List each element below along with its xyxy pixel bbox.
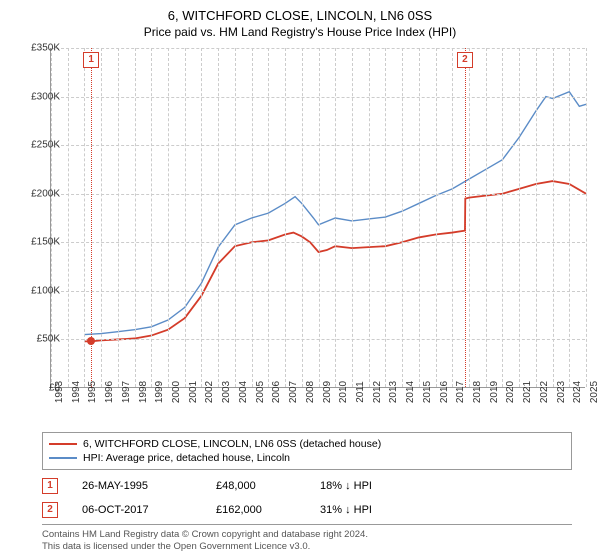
- x-axis-label: 2014: [405, 381, 416, 403]
- x-axis-label: 2017: [455, 381, 466, 403]
- x-axis-label: 2001: [188, 381, 199, 403]
- x-axis-label: 2024: [572, 381, 583, 403]
- x-axis-label: 2009: [322, 381, 333, 403]
- event-marker-box: 2: [457, 52, 473, 68]
- x-axis-label: 2020: [505, 381, 516, 403]
- x-axis-label: 2023: [556, 381, 567, 403]
- event-delta: 18% ↓ HPI: [320, 480, 420, 492]
- footer-line: Contains HM Land Registry data © Crown c…: [42, 529, 572, 541]
- event-row: 2 06-OCT-2017 £162,000 31% ↓ HPI: [42, 498, 572, 522]
- event-price: £162,000: [216, 504, 296, 516]
- x-axis-label: 2022: [539, 381, 550, 403]
- event-price: £48,000: [216, 480, 296, 492]
- x-axis-label: 1993: [54, 381, 65, 403]
- y-axis-label: £100K: [31, 285, 60, 296]
- event-number-box: 2: [42, 502, 58, 518]
- event-delta: 31% ↓ HPI: [320, 504, 420, 516]
- chart-container: 6, WITCHFORD CLOSE, LINCOLN, LN6 0SS Pri…: [0, 0, 600, 560]
- event-date: 06-OCT-2017: [82, 504, 192, 516]
- page-subtitle: Price paid vs. HM Land Registry's House …: [0, 23, 600, 39]
- event-date: 26-MAY-1995: [82, 480, 192, 492]
- y-axis-label: £50K: [37, 334, 60, 345]
- x-axis-label: 2004: [238, 381, 249, 403]
- legend-box: 6, WITCHFORD CLOSE, LINCOLN, LN6 0SS (de…: [42, 432, 572, 470]
- legend-item: HPI: Average price, detached house, Linc…: [49, 451, 565, 465]
- legend-swatch: [49, 443, 77, 445]
- x-axis-label: 1996: [104, 381, 115, 403]
- x-axis-label: 2019: [489, 381, 500, 403]
- y-axis-label: £350K: [31, 43, 60, 54]
- x-axis-label: 2025: [589, 381, 600, 403]
- x-axis-label: 2013: [388, 381, 399, 403]
- y-axis-label: £300K: [31, 91, 60, 102]
- x-axis-label: 2011: [355, 381, 366, 403]
- x-axis-label: 2012: [372, 381, 383, 403]
- x-axis-label: 2007: [288, 381, 299, 403]
- chart-plot-area: 12: [50, 48, 585, 388]
- x-axis-label: 2010: [338, 381, 349, 403]
- x-axis-label: 1997: [121, 381, 132, 403]
- event-marker-dot: [87, 337, 95, 345]
- x-axis-label: 1994: [71, 381, 82, 403]
- legend-label: 6, WITCHFORD CLOSE, LINCOLN, LN6 0SS (de…: [83, 438, 381, 450]
- event-marker-box: 1: [83, 52, 99, 68]
- footer-line: This data is licensed under the Open Gov…: [42, 541, 572, 553]
- x-axis-label: 2008: [305, 381, 316, 403]
- x-axis-label: 2015: [422, 381, 433, 403]
- footer-attribution: Contains HM Land Registry data © Crown c…: [42, 524, 572, 554]
- x-axis-label: 1999: [154, 381, 165, 403]
- events-table: 1 26-MAY-1995 £48,000 18% ↓ HPI 2 06-OCT…: [42, 474, 572, 522]
- y-axis-label: £250K: [31, 140, 60, 151]
- legend-item: 6, WITCHFORD CLOSE, LINCOLN, LN6 0SS (de…: [49, 437, 565, 451]
- x-axis-label: 2005: [255, 381, 266, 403]
- legend-label: HPI: Average price, detached house, Linc…: [83, 452, 290, 464]
- x-axis-label: 2002: [204, 381, 215, 403]
- event-number-box: 1: [42, 478, 58, 494]
- y-axis-label: £150K: [31, 237, 60, 248]
- x-axis-label: 1998: [138, 381, 149, 403]
- x-axis-label: 2000: [171, 381, 182, 403]
- x-axis-label: 2021: [522, 381, 533, 403]
- x-axis-label: 2016: [439, 381, 450, 403]
- y-axis-label: £200K: [31, 188, 60, 199]
- legend-swatch: [49, 457, 77, 459]
- x-axis-label: 2018: [472, 381, 483, 403]
- x-axis-label: 2003: [221, 381, 232, 403]
- event-row: 1 26-MAY-1995 £48,000 18% ↓ HPI: [42, 474, 572, 498]
- x-axis-label: 1995: [87, 381, 98, 403]
- page-title: 6, WITCHFORD CLOSE, LINCOLN, LN6 0SS: [0, 0, 600, 23]
- x-axis-label: 2006: [271, 381, 282, 403]
